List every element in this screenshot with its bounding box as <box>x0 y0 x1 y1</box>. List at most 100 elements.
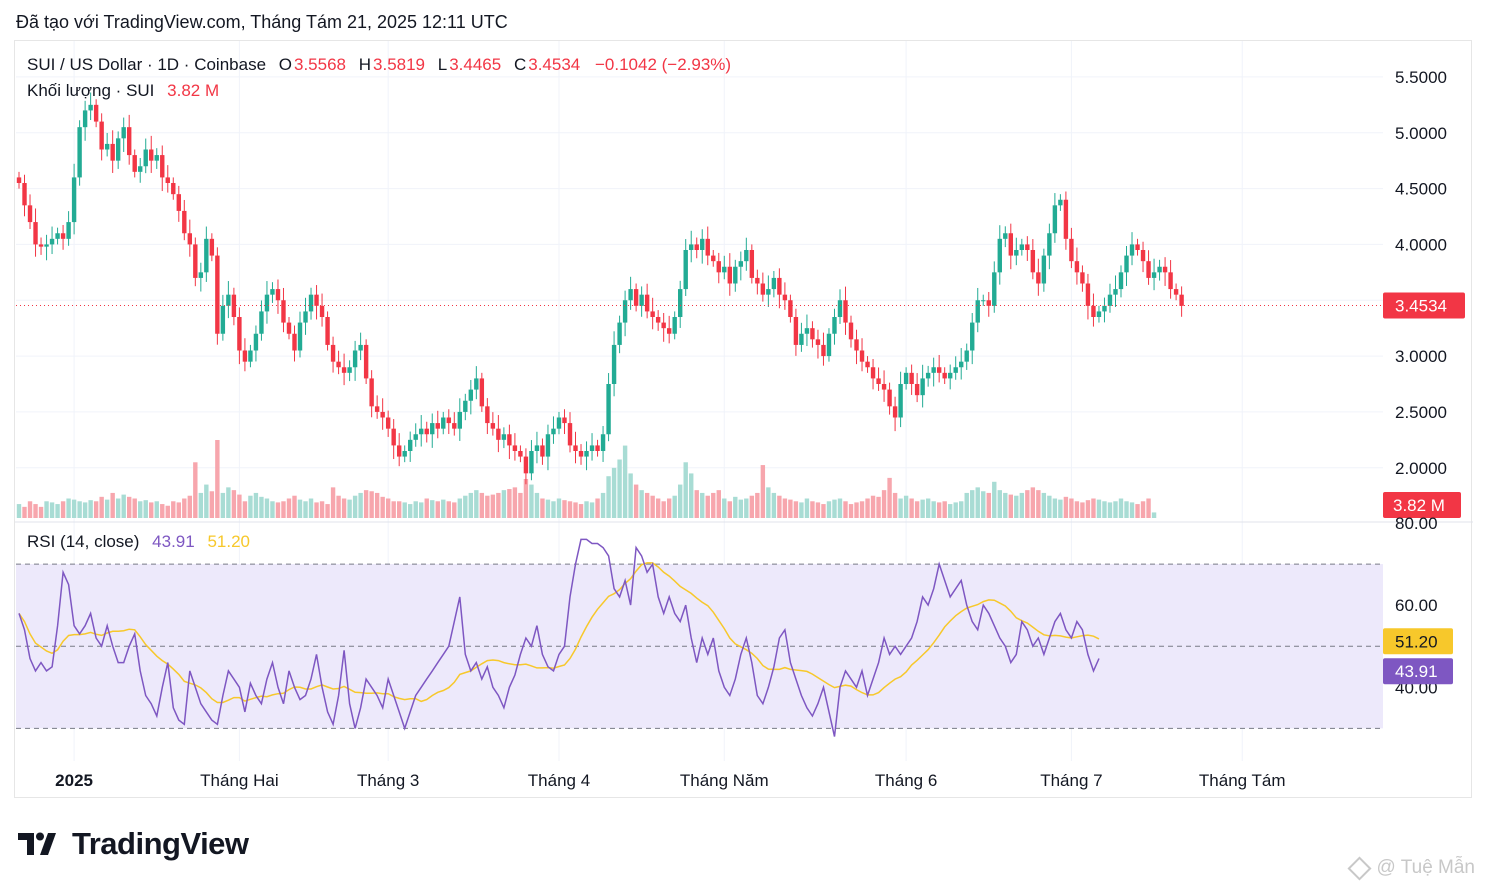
candle-body <box>479 378 485 407</box>
volume-label[interactable]: Khối lượng · SUI <box>27 81 155 100</box>
candle-body <box>44 244 49 247</box>
last-price-badge <box>1383 292 1465 319</box>
candle-body <box>204 238 209 273</box>
volume-bar <box>171 501 176 518</box>
candle-body <box>1162 266 1168 273</box>
candle-body <box>584 451 589 457</box>
volume-value: 3.82 M <box>167 81 220 100</box>
candle-body <box>182 210 187 234</box>
candle-body <box>160 155 165 178</box>
candle-body <box>1069 238 1074 262</box>
candle-body <box>154 155 159 161</box>
rsi-ma-line <box>18 562 1100 704</box>
rsi-label[interactable]: RSI (14, close) <box>27 532 140 551</box>
candle-body <box>1074 261 1080 273</box>
candle-body <box>496 428 501 440</box>
candle-body <box>446 417 451 424</box>
candle-body <box>678 289 683 317</box>
volume-bar <box>226 487 231 518</box>
candle-body <box>352 350 358 368</box>
candle-body <box>986 300 991 306</box>
volume-bar <box>336 495 341 518</box>
candle-body <box>1030 250 1036 273</box>
candle-body <box>848 322 854 340</box>
volume-bar <box>187 495 193 518</box>
volume-bar <box>352 495 358 518</box>
candle-body <box>711 255 716 262</box>
symbol-label[interactable]: SUI / US Dollar · 1D · Coinbase <box>27 55 267 74</box>
candle-body <box>1157 266 1162 273</box>
volume-bar <box>1036 490 1041 518</box>
candle-body <box>303 311 308 323</box>
candle-body <box>16 177 22 183</box>
volume-bar <box>887 477 892 518</box>
volume-bar <box>1140 501 1146 518</box>
volume-bar <box>452 502 457 518</box>
candle-body <box>573 445 578 451</box>
candle-body <box>722 266 727 273</box>
rsi-ma-badge <box>1383 628 1453 655</box>
volume-bar <box>341 498 347 518</box>
volume-bar <box>419 502 424 518</box>
candle-body <box>589 445 595 451</box>
candle-body <box>689 244 694 250</box>
candle-body <box>529 451 534 474</box>
rsi-ma-value: 51.20 <box>207 532 250 551</box>
candle-body <box>859 350 865 362</box>
volume-bar <box>931 501 936 518</box>
candle-body <box>650 311 655 317</box>
candle-body <box>705 238 710 256</box>
candle-body <box>600 434 606 451</box>
candle-body <box>248 350 253 362</box>
candle-body <box>672 317 677 334</box>
volume-bar <box>176 502 181 518</box>
candle-body <box>463 400 468 412</box>
volume-bar <box>749 495 755 518</box>
candle-body <box>661 322 666 329</box>
volume-bar <box>832 499 837 518</box>
volume-bar <box>1146 498 1151 518</box>
candle-body <box>127 127 132 156</box>
candle-body <box>611 344 617 384</box>
candle-body <box>981 300 986 302</box>
candle-body <box>744 250 749 262</box>
candle-body <box>545 434 551 457</box>
volume-bar <box>215 440 220 518</box>
candle-body <box>264 294 270 312</box>
volume-bar <box>468 492 474 518</box>
volume-bar <box>297 499 303 518</box>
volume-bar <box>485 495 490 518</box>
candle-body <box>286 322 292 334</box>
candle-body <box>220 305 226 334</box>
volume-bar <box>815 502 821 518</box>
candle-body <box>1151 272 1157 278</box>
candle-body <box>49 238 55 245</box>
candle-body <box>226 294 231 306</box>
volume-bar <box>507 489 512 518</box>
candle-body <box>104 143 110 150</box>
volume-bar <box>380 496 385 518</box>
tradingview-logo[interactable]: TradingView <box>18 826 249 862</box>
candle-body <box>799 333 804 345</box>
candle-body <box>38 244 44 247</box>
volume-bar <box>253 492 259 518</box>
volume-bar <box>99 496 104 518</box>
candle-body <box>115 138 121 161</box>
candle-body <box>694 244 699 250</box>
volume-bar <box>903 495 909 518</box>
volume-bar <box>27 501 33 518</box>
volume-bar <box>374 492 380 518</box>
candle-body <box>457 411 462 429</box>
chart-svg[interactable]: 5.50005.00004.50004.00003.50003.00002.50… <box>15 41 1473 799</box>
volume-bar <box>892 492 898 518</box>
volume-bar <box>518 492 523 518</box>
candle-body <box>578 451 584 457</box>
candle-body <box>363 344 369 379</box>
candle-body <box>865 361 870 368</box>
candle-body <box>738 261 744 267</box>
candle-body <box>766 289 771 295</box>
volume-bar <box>1107 502 1113 518</box>
chart-caption: Đã tạo với TradingView.com, Tháng Tám 21… <box>16 12 508 32</box>
volume-bar <box>275 502 281 518</box>
candle-body <box>733 266 738 284</box>
